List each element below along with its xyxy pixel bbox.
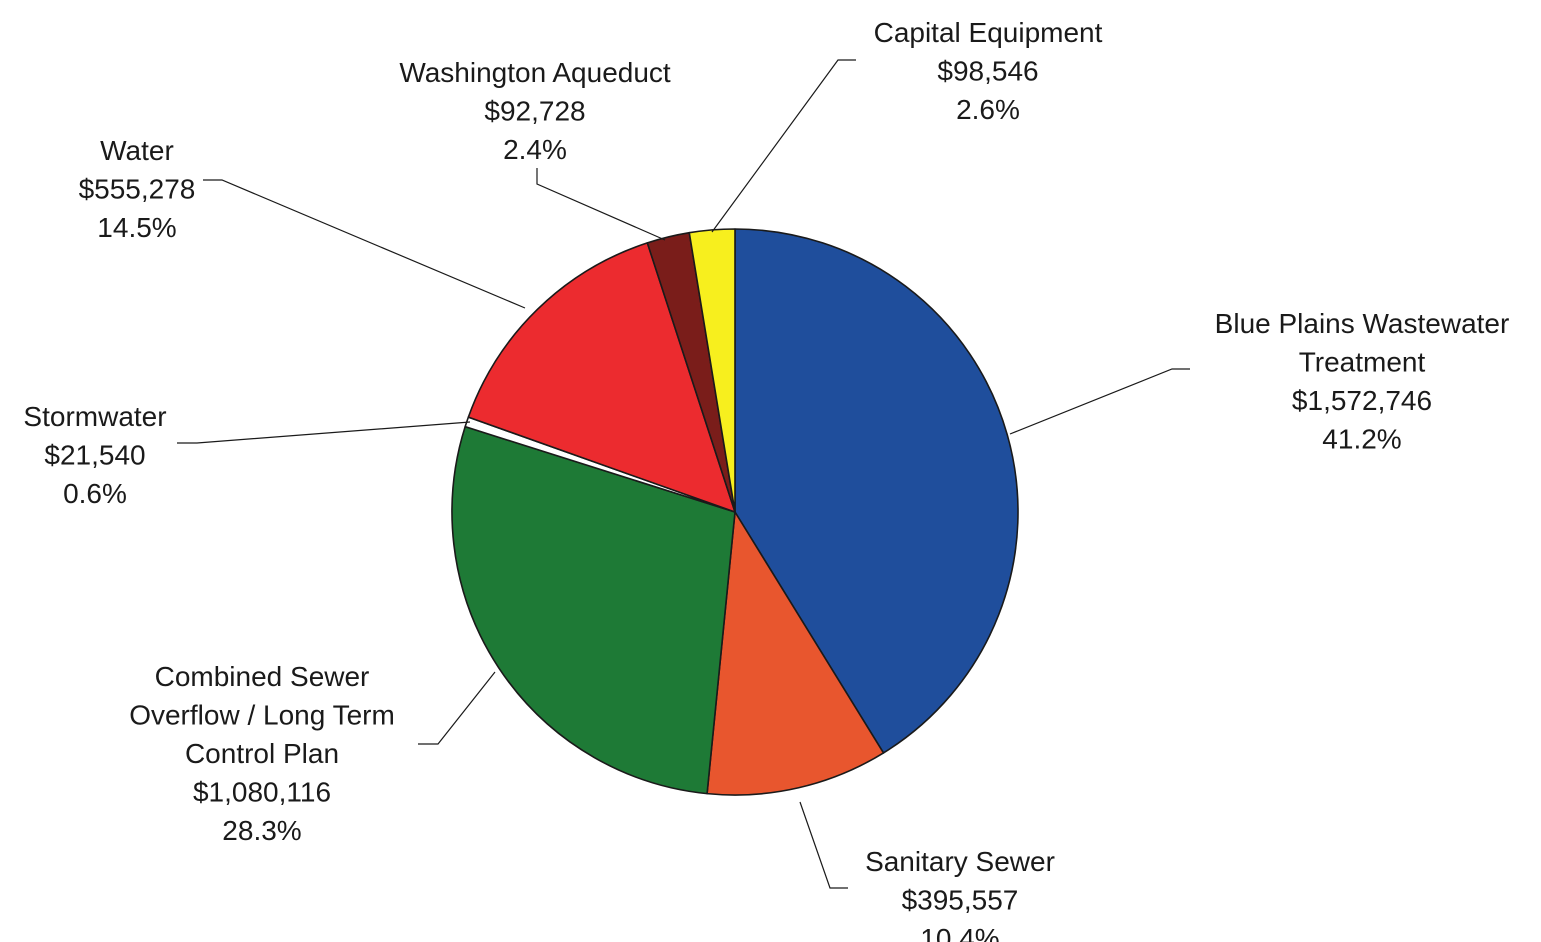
leader-line-blue-plains	[1009, 368, 1190, 435]
slice-labels: Blue Plains Wastewater Treatment $1,572,74…	[23, 17, 1509, 942]
slice-name-line: Combined Sewer	[155, 661, 370, 692]
slice-percent: 2.6%	[956, 94, 1020, 125]
slice-name-line: Capital Equipment	[874, 17, 1103, 48]
pie-slice-blue-plains	[734, 228, 1019, 754]
leader-line-sanitary	[799, 801, 848, 889]
slice-label-stormwater: Stormwater $21,540 0.6%	[23, 401, 166, 509]
pie-slice-capital	[688, 228, 736, 513]
slice-label-capital: Capital Equipment $98,546 2.6%	[874, 17, 1103, 125]
leader-line-aqueduct	[536, 168, 666, 241]
slice-amount: $92,728	[484, 96, 585, 127]
slice-amount: $1,080,116	[193, 777, 331, 808]
leader-lines	[177, 59, 1190, 889]
slice-name-line: Sanitary Sewer	[865, 846, 1055, 877]
slice-amount: $1,572,746	[1292, 385, 1432, 416]
slice-name-line: Blue Plains Wastewater	[1215, 308, 1510, 339]
slice-percent: 41.2%	[1322, 424, 1401, 455]
leader-line-capital	[711, 59, 856, 233]
slice-percent: 2.4%	[503, 134, 567, 165]
leader-line-water	[203, 179, 526, 309]
pie-slice-water	[467, 242, 736, 513]
slice-name-line: Control Plan	[185, 738, 339, 769]
pie-slice-cso	[451, 425, 736, 795]
slice-label-water: Water $555,278 14.5%	[79, 135, 196, 243]
pie-slices	[451, 228, 1019, 796]
slice-percent: 14.5%	[97, 212, 176, 243]
slice-label-aqueduct: Washington Aqueduct $92,728 2.4%	[399, 57, 671, 165]
leader-line-cso	[418, 671, 496, 745]
slice-label-sanitary: Sanitary Sewer $395,557 10.4%	[865, 846, 1055, 942]
slice-name-line: Washington Aqueduct	[399, 57, 671, 88]
slice-percent: 0.6%	[63, 478, 127, 509]
slice-label-blue-plains: Blue Plains Wastewater Treatment $1,572,74…	[1215, 308, 1510, 455]
slice-amount: $555,278	[79, 174, 196, 205]
slice-name-line: Water	[100, 135, 174, 166]
slice-amount: $395,557	[902, 885, 1019, 916]
slice-name-line: Stormwater	[23, 401, 166, 432]
slice-amount: $21,540	[44, 440, 145, 471]
slice-name-line: Treatment	[1299, 347, 1426, 378]
slice-percent: 10.4%	[920, 923, 999, 942]
pie-slice-sanitary	[706, 511, 885, 796]
slice-label-cso: Combined Sewer Overflow / Long Term Contro…	[129, 661, 395, 846]
leader-line-stormwater	[177, 421, 471, 444]
slice-name-line: Overflow / Long Term	[129, 700, 395, 731]
slice-amount: $98,546	[937, 56, 1038, 87]
slice-percent: 28.3%	[222, 815, 301, 846]
